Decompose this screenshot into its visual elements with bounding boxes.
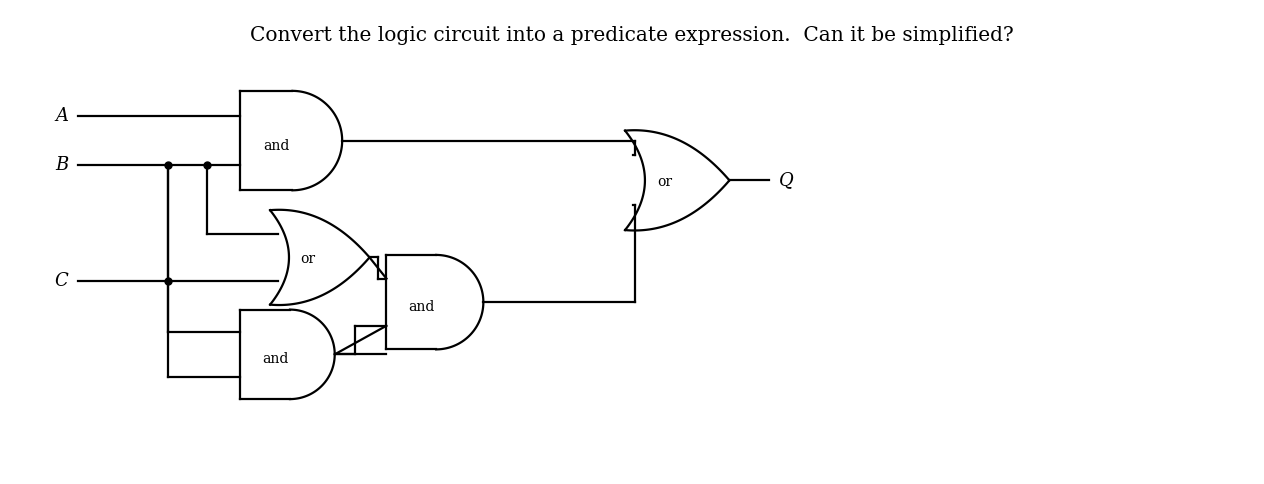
Text: Q: Q bbox=[779, 171, 794, 189]
Text: and: and bbox=[262, 352, 288, 366]
Text: C: C bbox=[54, 272, 68, 290]
Text: A: A bbox=[56, 107, 68, 125]
Text: Convert the logic circuit into a predicate expression.  Can it be simplified?: Convert the logic circuit into a predica… bbox=[250, 26, 1014, 45]
Text: and: and bbox=[264, 138, 289, 152]
Text: or: or bbox=[657, 175, 672, 189]
Text: B: B bbox=[56, 156, 68, 174]
Text: or: or bbox=[301, 252, 316, 266]
Text: and: and bbox=[408, 300, 435, 314]
